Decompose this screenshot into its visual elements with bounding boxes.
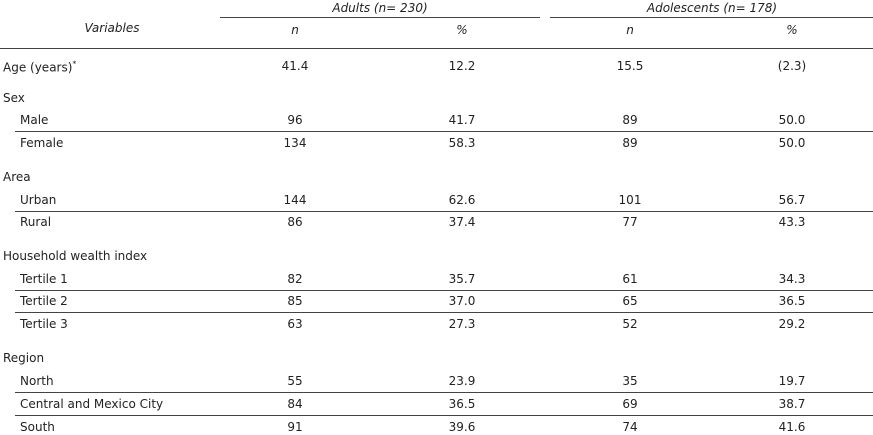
cell: 69 [622,397,638,411]
cell: 38.7 [778,397,806,411]
row-rule [15,211,873,212]
cell: 86 [287,215,303,229]
cell: 77 [622,215,638,229]
row-label: Tertile 3 [20,317,68,331]
row-label: Female [20,136,64,150]
cell: 89 [622,136,638,150]
cell: 101 [618,193,642,207]
cell: 41.7 [448,113,476,127]
row-label: Tertile 2 [20,294,68,308]
cell: 36.5 [778,294,806,308]
group-header: Adults (n= 230) [332,1,428,15]
cell: 84 [287,397,303,411]
row-label: Central and Mexico City [20,397,164,411]
cell: 50.0 [778,113,806,127]
column-header: % [786,23,798,37]
cell: 41.6 [778,420,806,434]
cell: 63 [287,317,303,331]
row-label: Male [20,113,49,127]
row-rule [15,290,873,291]
cell: 65 [622,294,638,308]
row-rule [15,415,873,416]
cell: 50.0 [778,136,806,150]
cell: 61 [622,272,638,286]
cell: 89 [622,113,638,127]
section-label: Region [3,351,45,365]
group-header: Adolescents (n= 178) [646,1,778,15]
cell: 23.9 [448,374,476,388]
row-rule [15,392,873,393]
cell: 15.5 [616,59,644,73]
cell: 36.5 [448,397,476,411]
cell: 58.3 [448,136,476,150]
cell: 134 [283,136,307,150]
column-header: % [456,23,468,37]
cell: 37.4 [448,215,476,229]
cell: 82 [287,272,303,286]
cell: 74 [622,420,638,434]
cell: 35 [622,374,638,388]
column-header: n [626,23,634,37]
cell: 55 [287,374,303,388]
cell: 27.3 [448,317,476,331]
cell: 29.2 [778,317,806,331]
cell: 34.3 [778,272,806,286]
row-label: North [20,374,54,388]
cell: 62.6 [448,193,476,207]
section-label: Sex [3,91,25,105]
cell: 19.7 [778,374,806,388]
row-label: Urban [20,193,57,207]
variables-header: Variables [84,21,140,35]
section-label: Area [3,170,31,184]
column-header: n [291,23,299,37]
section-label: Household wealth index [3,249,148,263]
group-rule [550,17,873,18]
row-label: South [20,420,55,434]
row-label: Age (years)* [3,59,77,75]
row-rule [15,131,873,132]
cell: 56.7 [778,193,806,207]
header-rule [0,48,873,49]
cell: (2.3) [777,59,807,73]
cell: 52 [622,317,638,331]
footnote-mark: * [72,59,77,69]
group-rule [220,17,540,18]
cell: 35.7 [448,272,476,286]
cell: 91 [287,420,303,434]
cell: 12.2 [448,59,476,73]
cell: 41.4 [281,59,309,73]
row-label: Rural [20,215,52,229]
cell: 85 [287,294,303,308]
cell: 96 [287,113,303,127]
cell: 144 [283,193,307,207]
cell: 37.0 [448,294,476,308]
row-label: Tertile 1 [20,272,68,286]
row-rule [15,312,873,313]
cell: 43.3 [778,215,806,229]
cell: 39.6 [448,420,476,434]
